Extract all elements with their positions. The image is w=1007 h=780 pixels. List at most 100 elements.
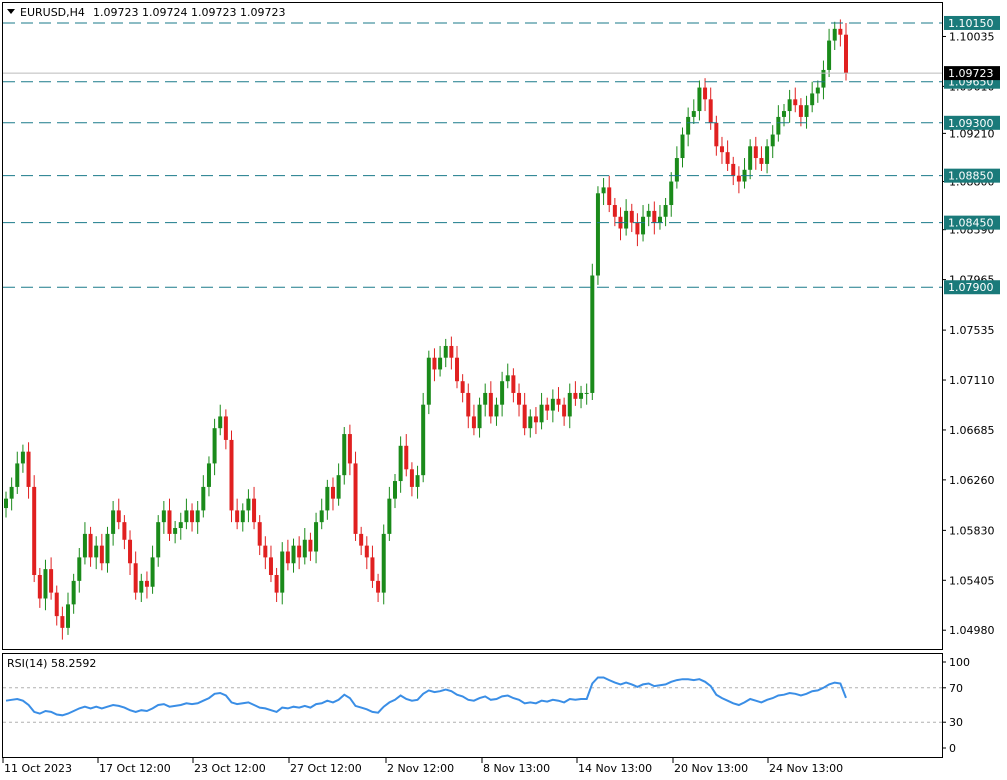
bull-candle [832, 28, 837, 41]
bull-candle [212, 428, 217, 464]
bear-candle [736, 175, 741, 182]
bear-candle [330, 486, 335, 499]
bear-candle [466, 392, 471, 417]
bull-candle [105, 533, 110, 564]
bear-candle [26, 451, 31, 487]
bear-candle [274, 575, 279, 593]
level-price-tag [944, 115, 1000, 130]
bear-candle [235, 510, 240, 523]
level-price-tag-label: 1.10150 [948, 17, 994, 30]
bull-candle [669, 181, 674, 206]
bull-candle [392, 481, 397, 499]
bull-candle [810, 93, 815, 106]
level-price-tag-label: 1.08450 [948, 217, 994, 230]
bear-candle [190, 510, 195, 523]
bull-candle [246, 498, 251, 511]
bear-candle [133, 563, 138, 593]
horizontal-levels: 1.101501.096501.093001.088501.084501.079… [3, 15, 1000, 295]
bull-candle [20, 451, 25, 464]
bull-candle [319, 510, 324, 523]
bull-candle [381, 533, 386, 593]
bull-candle [218, 416, 223, 429]
bull-candle [15, 463, 20, 487]
level-price-tag-label: 1.09300 [948, 117, 994, 130]
bear-candle [60, 616, 65, 628]
candles [4, 19, 848, 640]
bear-candle [268, 557, 273, 576]
bear-candle [49, 569, 54, 593]
bull-candle [646, 210, 651, 217]
bull-candle [398, 445, 403, 482]
bear-candle [635, 222, 640, 235]
symbol-label: EURUSD,H4 [20, 6, 85, 19]
bull-candle [595, 193, 600, 276]
bull-candle [415, 475, 420, 487]
bear-candle [533, 416, 538, 423]
bull-candle [590, 275, 595, 393]
bull-candle [9, 486, 14, 499]
bull-candle [184, 510, 189, 523]
level-price-tag [944, 215, 1000, 230]
rsi-axis: 100 70 30 0 [3, 656, 970, 755]
bull-candle [426, 357, 431, 405]
bear-candle [167, 510, 172, 534]
price-tick-label: 1.10035 [949, 30, 995, 43]
bull-candle [815, 87, 820, 94]
bear-candle [404, 445, 409, 470]
bear-candle [128, 539, 133, 564]
bear-candle [511, 375, 516, 393]
bull-candle [325, 486, 330, 511]
ohlc-values: 1.09723 1.09724 1.09723 1.09723 [93, 6, 285, 19]
bull-candle [77, 557, 82, 581]
bull-candle [776, 116, 781, 135]
time-tick-label: 24 Nov 13:00 [769, 762, 843, 775]
bear-candle [252, 498, 257, 523]
bull-candle [291, 545, 296, 564]
bull-candle [477, 404, 482, 429]
bull-candle [691, 111, 696, 117]
bull-candle [748, 146, 753, 170]
level-price-tag-label: 1.07900 [948, 281, 994, 294]
bull-candle [674, 158, 679, 182]
bear-candle [432, 357, 437, 370]
bull-candle [601, 187, 606, 194]
symbol-dropdown-icon[interactable] [7, 9, 15, 14]
bear-candle [223, 416, 228, 440]
time-tick-label: 23 Oct 12:00 [194, 762, 266, 775]
price-tick-label: 1.07535 [949, 324, 995, 337]
bull-candle [804, 105, 809, 117]
bull-candle [494, 404, 499, 417]
bull-candle [94, 545, 99, 558]
bull-candle [663, 205, 668, 217]
bear-candle [449, 345, 454, 358]
bear-candle [257, 522, 262, 546]
rsi-tick-label: 70 [949, 682, 963, 695]
bear-candle [629, 210, 634, 223]
bull-candle [302, 539, 307, 558]
bear-candle [308, 539, 313, 552]
bear-candle [719, 146, 724, 153]
rsi-line [5, 676, 847, 717]
bear-candle [714, 122, 719, 147]
bull-candle [827, 40, 832, 70]
bull-candle [528, 416, 533, 429]
bull-candle [195, 510, 200, 523]
bull-candle [342, 434, 347, 476]
bear-candle [359, 533, 364, 546]
rsi-tick-label: 100 [949, 656, 970, 669]
bull-candle [680, 134, 685, 159]
time-tick-label: 8 Nov 13:00 [483, 762, 550, 775]
bear-candle [612, 205, 617, 217]
bear-candle [753, 146, 758, 159]
rsi-panel-frame [2, 653, 943, 758]
bull-candle [82, 533, 87, 558]
bear-candle [364, 545, 369, 558]
bull-candle [4, 498, 8, 509]
bear-candle [793, 99, 798, 106]
bear-candle [99, 545, 104, 564]
rsi-label: RSI(14) 58.2592 [7, 657, 96, 670]
rsi-tick-label: 30 [949, 716, 963, 729]
bear-candle [759, 158, 764, 164]
bull-candle [567, 392, 572, 417]
